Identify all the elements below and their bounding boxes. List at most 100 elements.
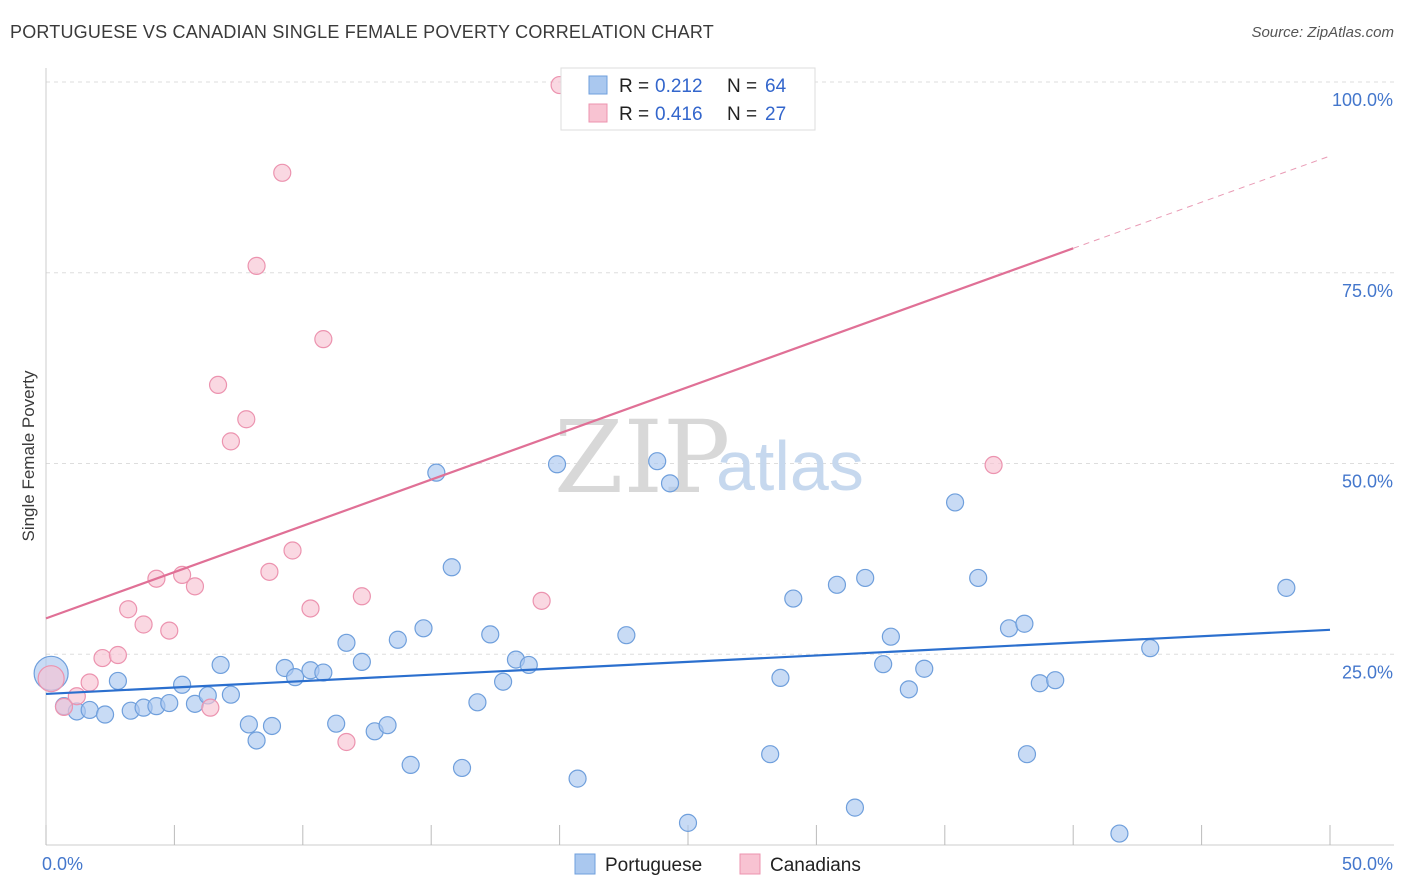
point-portuguese-58 — [1017, 745, 1037, 764]
point-canadians-14 — [221, 432, 240, 451]
point-canadians-11 — [185, 577, 205, 596]
point-canadians-0 — [37, 665, 65, 693]
watermark-atlas: atlas — [716, 427, 864, 505]
point-canadians-3 — [80, 673, 99, 692]
point-portuguese-42 — [660, 474, 680, 493]
point-portuguese-21 — [314, 663, 333, 682]
legend-r-label-portuguese: R = — [619, 76, 649, 97]
y-axis-label: Single Female Poverty — [19, 370, 38, 542]
point-portuguese-17 — [262, 716, 282, 736]
y-tick-label-2: 75.0% — [1342, 281, 1393, 301]
source-label: Source: ZipAtlas.com — [1251, 24, 1394, 41]
bottom-legend: Portuguese Canadians — [574, 853, 861, 876]
y-tick-labels: 25.0% 50.0% 75.0% 100.0% — [1332, 90, 1393, 682]
point-portuguese-31 — [442, 558, 461, 577]
legend-r-value-canadians: 0.416 — [655, 104, 703, 125]
point-canadians-22 — [337, 732, 356, 752]
bottom-legend-portuguese: Portuguese — [605, 855, 702, 876]
point-canadians-18 — [273, 163, 292, 182]
point-portuguese-9 — [160, 693, 179, 713]
point-portuguese-32 — [452, 758, 472, 778]
point-canadians-13 — [208, 375, 228, 395]
bottom-legend-swatch-portuguese — [574, 853, 596, 875]
point-canadians-24 — [532, 591, 551, 610]
point-portuguese-4 — [95, 705, 115, 724]
x-tick-label-0: 0.0% — [42, 854, 83, 874]
point-portuguese-16 — [247, 731, 266, 750]
point-portuguese-24 — [352, 652, 371, 671]
legend-r-label-canadians: R = — [619, 104, 649, 125]
point-canadians-2 — [67, 687, 86, 706]
watermark-zip: ZIP — [554, 399, 730, 516]
point-portuguese-10 — [173, 675, 192, 694]
point-canadians-23 — [352, 587, 371, 606]
point-canadians-20 — [301, 599, 320, 618]
y-tick-label-0: 25.0% — [1342, 662, 1393, 682]
y-tick-label-3: 100.0% — [1332, 90, 1393, 110]
point-portuguese-48 — [845, 798, 865, 817]
y-tick-label-1: 50.0% — [1342, 472, 1393, 492]
point-portuguese-19 — [285, 668, 305, 687]
x-tick-label-1: 50.0% — [1342, 854, 1393, 874]
axes — [45, 68, 1394, 846]
point-portuguese-57 — [1015, 614, 1034, 633]
point-portuguese-53 — [915, 659, 934, 678]
series-canadians-points — [37, 75, 1003, 752]
point-portuguese-41 — [648, 452, 667, 471]
legend-n-label-portuguese: N = — [727, 76, 757, 97]
point-portuguese-27 — [388, 630, 407, 649]
point-canadians-15 — [237, 410, 256, 429]
point-portuguese-33 — [468, 693, 487, 712]
point-portuguese-14 — [221, 685, 240, 704]
point-canadians-9 — [160, 621, 179, 640]
point-portuguese-61 — [1110, 824, 1129, 843]
point-portuguese-63 — [1277, 578, 1296, 597]
legend-n-label-canadians: N = — [727, 104, 757, 125]
point-canadians-16 — [247, 256, 266, 275]
watermark: ZIP atlas — [554, 399, 864, 516]
point-portuguese-13 — [211, 655, 230, 675]
point-canadians-21 — [314, 330, 333, 349]
grid-lines — [46, 81, 1394, 655]
point-canadians-6 — [119, 600, 138, 619]
point-portuguese-52 — [899, 680, 918, 699]
point-portuguese-39 — [568, 769, 587, 788]
point-portuguese-46 — [784, 589, 803, 608]
trend-line-portuguese — [45, 628, 1331, 696]
point-portuguese-22 — [327, 714, 346, 733]
point-portuguese-43 — [678, 813, 698, 832]
trend-lines — [45, 155, 1331, 696]
point-portuguese-59 — [1030, 674, 1049, 693]
point-portuguese-54 — [945, 493, 965, 512]
point-portuguese-34 — [481, 625, 500, 644]
point-canadians-5 — [108, 645, 128, 665]
point-portuguese-62 — [1141, 639, 1160, 658]
point-canadians-26 — [984, 455, 1003, 475]
legend-n-value-portuguese: 64 — [765, 76, 787, 97]
point-portuguese-49 — [856, 568, 875, 588]
point-canadians-4 — [93, 648, 112, 668]
point-portuguese-45 — [771, 668, 790, 688]
point-portuguese-56 — [999, 619, 1019, 638]
point-canadians-17 — [260, 562, 279, 581]
point-portuguese-60 — [1046, 671, 1065, 690]
point-portuguese-23 — [337, 633, 356, 652]
chart-title: PORTUGUESE VS CANADIAN SINGLE FEMALE POV… — [10, 22, 714, 42]
legend-r-value-portuguese: 0.212 — [655, 76, 703, 97]
series-portuguese-points — [33, 452, 1296, 843]
point-canadians-1 — [54, 697, 74, 716]
point-portuguese-40 — [617, 626, 636, 645]
point-portuguese-5 — [108, 671, 128, 691]
legend-swatch-portuguese — [588, 75, 608, 95]
point-portuguese-50 — [874, 655, 893, 674]
legend-n-value-canadians: 27 — [765, 104, 786, 125]
trend-line-canadians-extension — [1073, 155, 1331, 249]
point-canadians-12 — [201, 698, 220, 717]
point-portuguese-3 — [80, 700, 99, 720]
point-portuguese-38 — [547, 455, 567, 474]
point-portuguese-47 — [827, 575, 847, 594]
point-portuguese-29 — [414, 619, 433, 638]
point-portuguese-28 — [401, 755, 420, 774]
legend-swatch-canadians — [588, 103, 608, 123]
